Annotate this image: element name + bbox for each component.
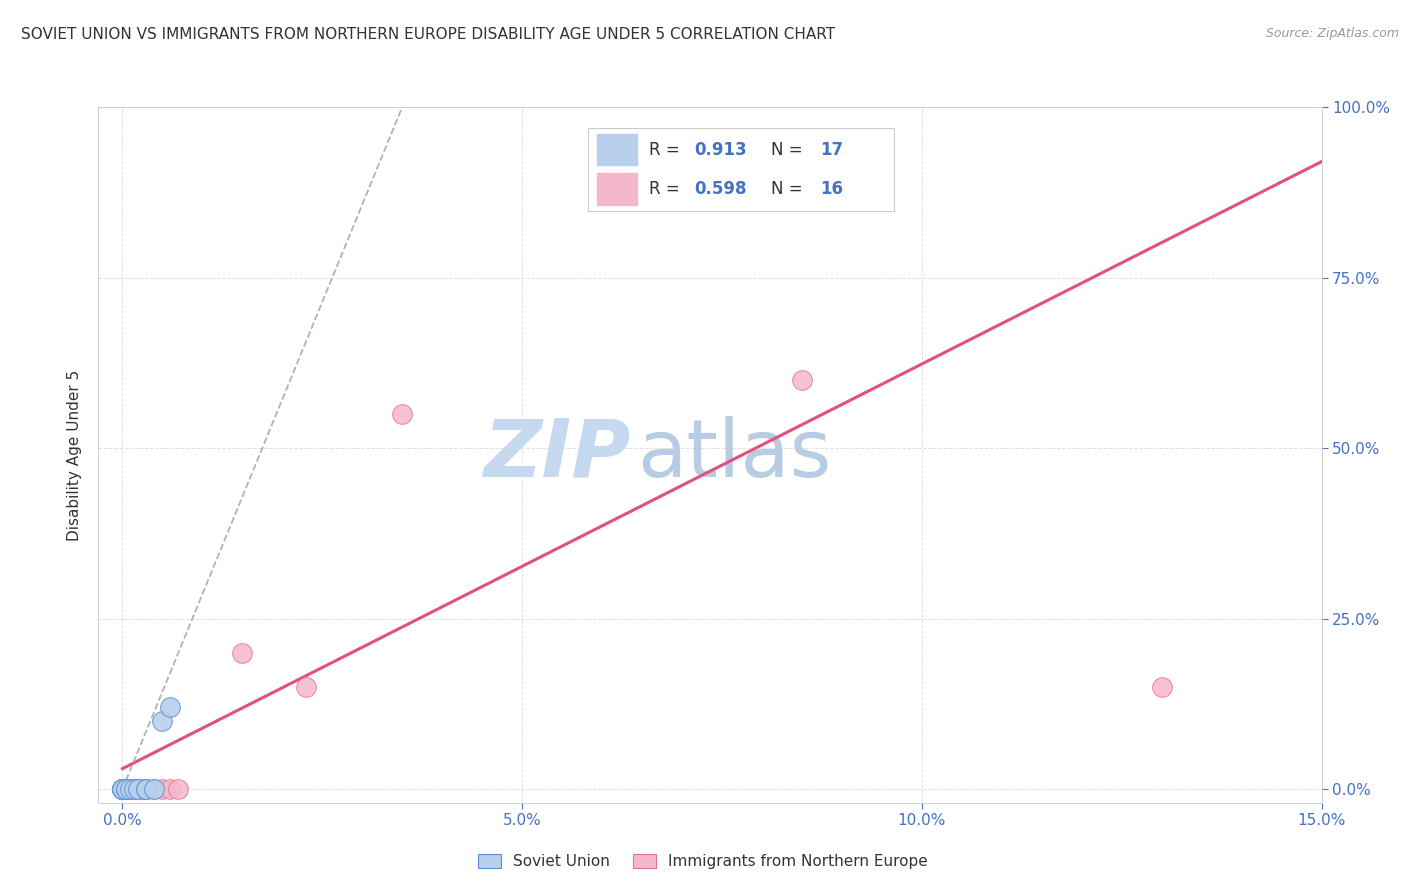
Point (127, 782, 149, 797)
Point (143, 782, 166, 797)
Text: Source: ZipAtlas.com: Source: ZipAtlas.com (1265, 27, 1399, 40)
Point (231, 646, 253, 660)
Point (143, 782, 166, 797)
Point (135, 782, 157, 797)
Point (111, 782, 134, 797)
Point (111, 782, 134, 797)
Legend: Soviet Union, Immigrants from Northern Europe: Soviet Union, Immigrants from Northern E… (472, 848, 934, 875)
Point (159, 700, 181, 714)
Point (391, 407, 413, 421)
Point (124, 782, 146, 797)
Point (124, 782, 146, 797)
Point (127, 782, 149, 797)
Point (111, 782, 134, 797)
Point (115, 782, 138, 797)
Point (111, 782, 134, 797)
Point (115, 782, 138, 797)
Point (111, 782, 134, 797)
Y-axis label: Disability Age Under 5: Disability Age Under 5 (67, 369, 83, 541)
Text: ZIP: ZIP (484, 416, 630, 494)
Point (167, 782, 190, 797)
Text: SOVIET UNION VS IMMIGRANTS FROM NORTHERN EUROPE DISABILITY AGE UNDER 5 CORRELATI: SOVIET UNION VS IMMIGRANTS FROM NORTHERN… (21, 27, 835, 42)
Text: atlas: atlas (637, 416, 831, 494)
Point (131, 782, 153, 797)
Point (111, 782, 134, 797)
Point (790, 373, 813, 387)
Point (1150, 680, 1173, 694)
Point (135, 782, 157, 797)
Point (135, 782, 157, 797)
Point (111, 782, 134, 797)
Point (120, 782, 142, 797)
Point (295, 680, 318, 694)
Point (150, 714, 173, 728)
Point (115, 782, 138, 797)
Point (159, 782, 181, 797)
Point (120, 782, 142, 797)
Point (111, 782, 134, 797)
Point (150, 782, 173, 797)
